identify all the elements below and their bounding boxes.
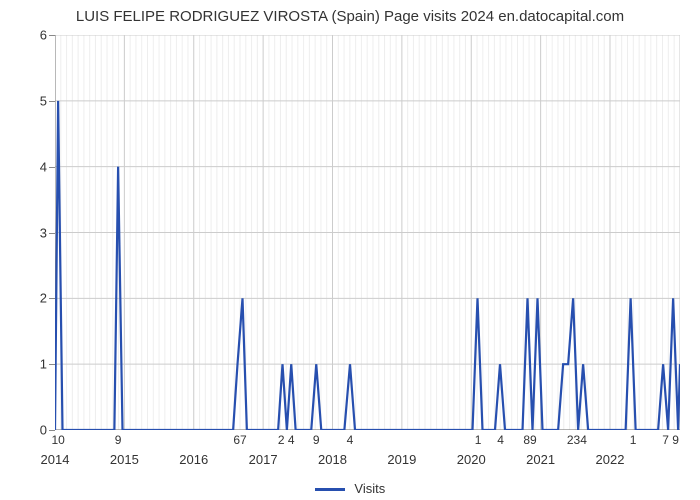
x-year-label: 2018 (318, 452, 347, 467)
y-tick-label: 6 (40, 28, 47, 43)
x-top-label: 234 (567, 433, 587, 447)
legend-swatch (315, 488, 345, 491)
x-top-label: 10 (51, 433, 64, 447)
y-tick-label: 3 (40, 225, 47, 240)
legend: Visits (0, 481, 700, 496)
x-top-label: 4 (347, 433, 354, 447)
x-top-label: 9 (115, 433, 122, 447)
x-year-label: 2022 (596, 452, 625, 467)
x-top-label: 7 9 (662, 433, 679, 447)
x-top-label: 67 (233, 433, 246, 447)
x-year-label: 2020 (457, 452, 486, 467)
x-top-label: 2 4 (278, 433, 295, 447)
x-year-label: 2021 (526, 452, 555, 467)
x-top-label: 1 (475, 433, 482, 447)
x-top-label: 1 (630, 433, 637, 447)
y-tick-label: 5 (40, 93, 47, 108)
x-year-label: 2016 (179, 452, 208, 467)
legend-label: Visits (354, 481, 385, 496)
y-tick-label: 1 (40, 357, 47, 372)
x-top-label: 89 (523, 433, 536, 447)
x-year-label: 2017 (249, 452, 278, 467)
y-tick-label: 2 (40, 291, 47, 306)
y-axis: 0123456 (0, 35, 55, 430)
x-top-label: 9 (313, 433, 320, 447)
x-year-label: 2014 (41, 452, 70, 467)
x-top-label: 4 (497, 433, 504, 447)
x-year-label: 2019 (387, 452, 416, 467)
y-tick-label: 0 (40, 423, 47, 438)
chart-svg (55, 35, 680, 430)
x-year-label: 2015 (110, 452, 139, 467)
page-title: LUIS FELIPE RODRIGUEZ VIROSTA (Spain) Pa… (0, 0, 700, 25)
plot-area (55, 35, 680, 430)
y-tick-label: 4 (40, 159, 47, 174)
